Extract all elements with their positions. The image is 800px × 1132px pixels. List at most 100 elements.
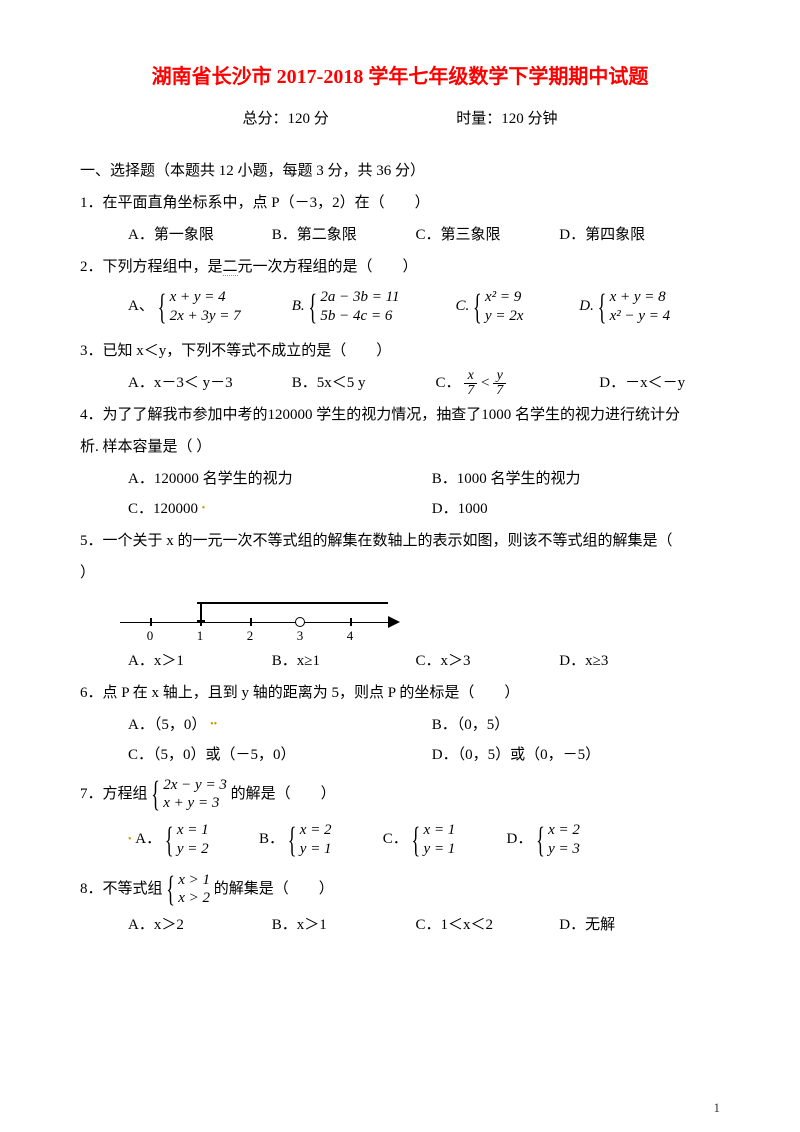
q7-eq1: 2x − y = 3 bbox=[163, 776, 227, 795]
q5-stem-l1: 5．一个关于 x 的一元一次不等式组的解集在数轴上的表示如图，则该不等式组的解集… bbox=[80, 526, 720, 556]
q3-c-xd: 7 bbox=[464, 384, 477, 398]
q3-opt-a: A．x－3＜ y－3 bbox=[128, 368, 288, 398]
q7-d-x: x = 2 bbox=[548, 821, 580, 840]
exam-page: 湖南省长沙市 2017-2018 学年七年级数学下学期期中试题 总分：120 分… bbox=[0, 0, 800, 1132]
dot-icon: • bbox=[128, 830, 132, 850]
q2-a-sys: x + y = 4 2x + 3y = 7 bbox=[158, 288, 241, 326]
q4-stem-l2: 析. 样本容量是（ ） bbox=[80, 432, 720, 462]
tick-2 bbox=[250, 618, 252, 626]
q6-options-row1: A．（5，0） •• B．（0，5） bbox=[80, 710, 720, 740]
q6-opt-c: C．（5，0）或（－5，0） bbox=[128, 740, 428, 770]
q1-opt-a: A．第一象限 bbox=[128, 220, 268, 250]
q1-opt-d: D．第四象限 bbox=[559, 220, 699, 250]
ticklbl-3: 3 bbox=[297, 628, 304, 644]
q3-stem: 3．已知 x＜y，下列不等式不成立的是（ ） bbox=[80, 336, 720, 366]
number-line-figure: 0 1 2 3 4 bbox=[120, 592, 420, 642]
q3-opt-b: B．5x＜5 y bbox=[292, 368, 432, 398]
q3-c-pre: C． bbox=[436, 368, 461, 398]
q3-c-lt: < bbox=[481, 368, 489, 398]
q2-d-eq2: x² − y = 4 bbox=[610, 307, 671, 326]
dot-icon: •• bbox=[210, 715, 217, 735]
meta-row: 总分：120 分 时量：120 分钟 bbox=[80, 107, 720, 128]
q2-stem-post: 元一次方程组的是（ ） bbox=[238, 259, 418, 275]
q5-opt-c: C．x＞3 bbox=[416, 646, 556, 676]
q7-opt-b: B． x = 2 y = 1 bbox=[259, 821, 379, 859]
q2-c-eq2: y = 2x bbox=[485, 307, 523, 326]
q6-a-text: A．（5，0） bbox=[128, 710, 206, 740]
q4-opt-a: A．120000 名学生的视力 bbox=[128, 464, 428, 494]
q8-stem-post: 的解集是（ ） bbox=[214, 881, 334, 897]
q2-a-eq2: 2x + 3y = 7 bbox=[170, 307, 241, 326]
q7-d-y: y = 3 bbox=[548, 840, 580, 859]
q6-opt-d: D．（0，5）或（0，－5） bbox=[432, 740, 600, 770]
q7-stem-pre: 7．方程组 bbox=[80, 786, 148, 802]
q2-a-eq1: x + y = 4 bbox=[170, 288, 241, 307]
q5-opt-b: B．x≥1 bbox=[272, 646, 412, 676]
arrow-icon bbox=[388, 616, 400, 628]
q2-b-eq2: 5b − 4c = 6 bbox=[320, 307, 399, 326]
q2-stem: 2．下列方程组中，是二元一次方程组的是（ ） bbox=[80, 252, 720, 282]
q8-options: A．x＞2 B．x＞1 C．1＜x＜2 D．无解 bbox=[80, 910, 720, 940]
total-score: 总分：120 分 bbox=[242, 111, 328, 127]
q7-a-x: x = 1 bbox=[177, 821, 209, 840]
q2-stem-mid: 二 bbox=[223, 259, 238, 276]
q7-a-y: y = 2 bbox=[177, 840, 209, 859]
q3-options: A．x－3＜ y－3 B．5x＜5 y C． x7 < y7 D．－x＜－y bbox=[80, 368, 720, 398]
q8-ineq1: x > 1 bbox=[178, 871, 210, 890]
q2-opt-c: C. x² = 9 y = 2x bbox=[456, 288, 576, 326]
q7-c-sys: x = 1 y = 1 bbox=[412, 821, 456, 859]
ticklbl-1: 1 bbox=[197, 628, 204, 644]
q2-c-label: C. bbox=[456, 291, 470, 321]
q7-c-label: C． bbox=[383, 824, 408, 854]
q2-c-sys: x² = 9 y = 2x bbox=[473, 288, 523, 326]
q2-a-label: A、 bbox=[128, 291, 154, 321]
q6-stem: 6．点 P 在 x 轴上，且到 y 轴的距离为 5，则点 P 的坐标是（ ） bbox=[80, 678, 720, 708]
q7-c-x: x = 1 bbox=[424, 821, 456, 840]
q3-c-yd: 7 bbox=[493, 384, 506, 398]
q7-d-label: D． bbox=[507, 824, 533, 854]
q3-c-yn: y bbox=[493, 369, 506, 384]
q2-b-label: B. bbox=[292, 291, 305, 321]
q7-c-y: y = 1 bbox=[424, 840, 456, 859]
ray-segment bbox=[200, 602, 388, 604]
q2-opt-a: A、 x + y = 4 2x + 3y = 7 bbox=[128, 288, 288, 326]
q7-stem-sys: 2x − y = 3 x + y = 3 bbox=[151, 776, 227, 814]
q8-opt-a: A．x＞2 bbox=[128, 910, 268, 940]
q2-b-eq1: 2a − 3b = 11 bbox=[320, 288, 399, 307]
q7-b-x: x = 2 bbox=[300, 821, 332, 840]
open-circle-at-3 bbox=[295, 617, 305, 627]
q6-options-row2: C．（5，0）或（－5，0） D．（0，5）或（0，－5） bbox=[80, 740, 720, 770]
ticklbl-2: 2 bbox=[247, 628, 254, 644]
q5-opt-d: D．x≥3 bbox=[559, 646, 679, 676]
q7-options: • A． x = 1 y = 2 B． x = 2 y = 1 C． x = 1… bbox=[80, 815, 720, 865]
q2-options: A、 x + y = 4 2x + 3y = 7 B. 2a − 3b = 11… bbox=[80, 284, 720, 330]
q5-stem-l2: ） bbox=[80, 558, 720, 588]
q7-d-sys: x = 2 y = 3 bbox=[536, 821, 580, 859]
q4-stem-l1: 4．为了了解我市参加中考的120000 学生的视力情况，抽查了1000 名学生的… bbox=[80, 400, 720, 430]
q7-opt-d: D． x = 2 y = 3 bbox=[507, 821, 627, 859]
q1-opt-b: B．第二象限 bbox=[272, 220, 412, 250]
tick-0 bbox=[150, 618, 152, 626]
q2-stem-pre: 2．下列方程组中，是 bbox=[80, 259, 223, 275]
q8-stem-pre: 8．不等式组 bbox=[80, 881, 163, 897]
q3-opt-d: D．－x＜－y bbox=[599, 368, 719, 398]
q4-options-row2: C．120000 • D．1000 bbox=[80, 494, 720, 524]
q8-ineq2: x > 2 bbox=[178, 889, 210, 908]
q4-c-text: C．120000 bbox=[128, 494, 198, 524]
q6-opt-b: B．（0，5） bbox=[432, 710, 510, 740]
q7-b-label: B． bbox=[259, 824, 284, 854]
q7-b-y: y = 1 bbox=[300, 840, 332, 859]
q5-opt-a: A．x＞1 bbox=[128, 646, 268, 676]
q7-stem-post: 的解是（ ） bbox=[231, 786, 336, 802]
ticklbl-4: 4 bbox=[347, 628, 354, 644]
q5-options: A．x＞1 B．x≥1 C．x＞3 D．x≥3 bbox=[80, 646, 720, 676]
q2-d-label: D. bbox=[579, 291, 594, 321]
q8-opt-d: D．无解 bbox=[559, 910, 679, 940]
q4-opt-b: B．1000 名学生的视力 bbox=[432, 464, 581, 494]
page-number: 1 bbox=[714, 1100, 721, 1116]
q8-stem-sys: x > 1 x > 2 bbox=[166, 871, 210, 909]
q7-stem: 7．方程组 2x − y = 3 x + y = 3 的解是（ ） bbox=[80, 772, 720, 814]
tick-4 bbox=[350, 618, 352, 626]
ticklbl-0: 0 bbox=[147, 628, 154, 644]
q7-opt-c: C． x = 1 y = 1 bbox=[383, 821, 503, 859]
